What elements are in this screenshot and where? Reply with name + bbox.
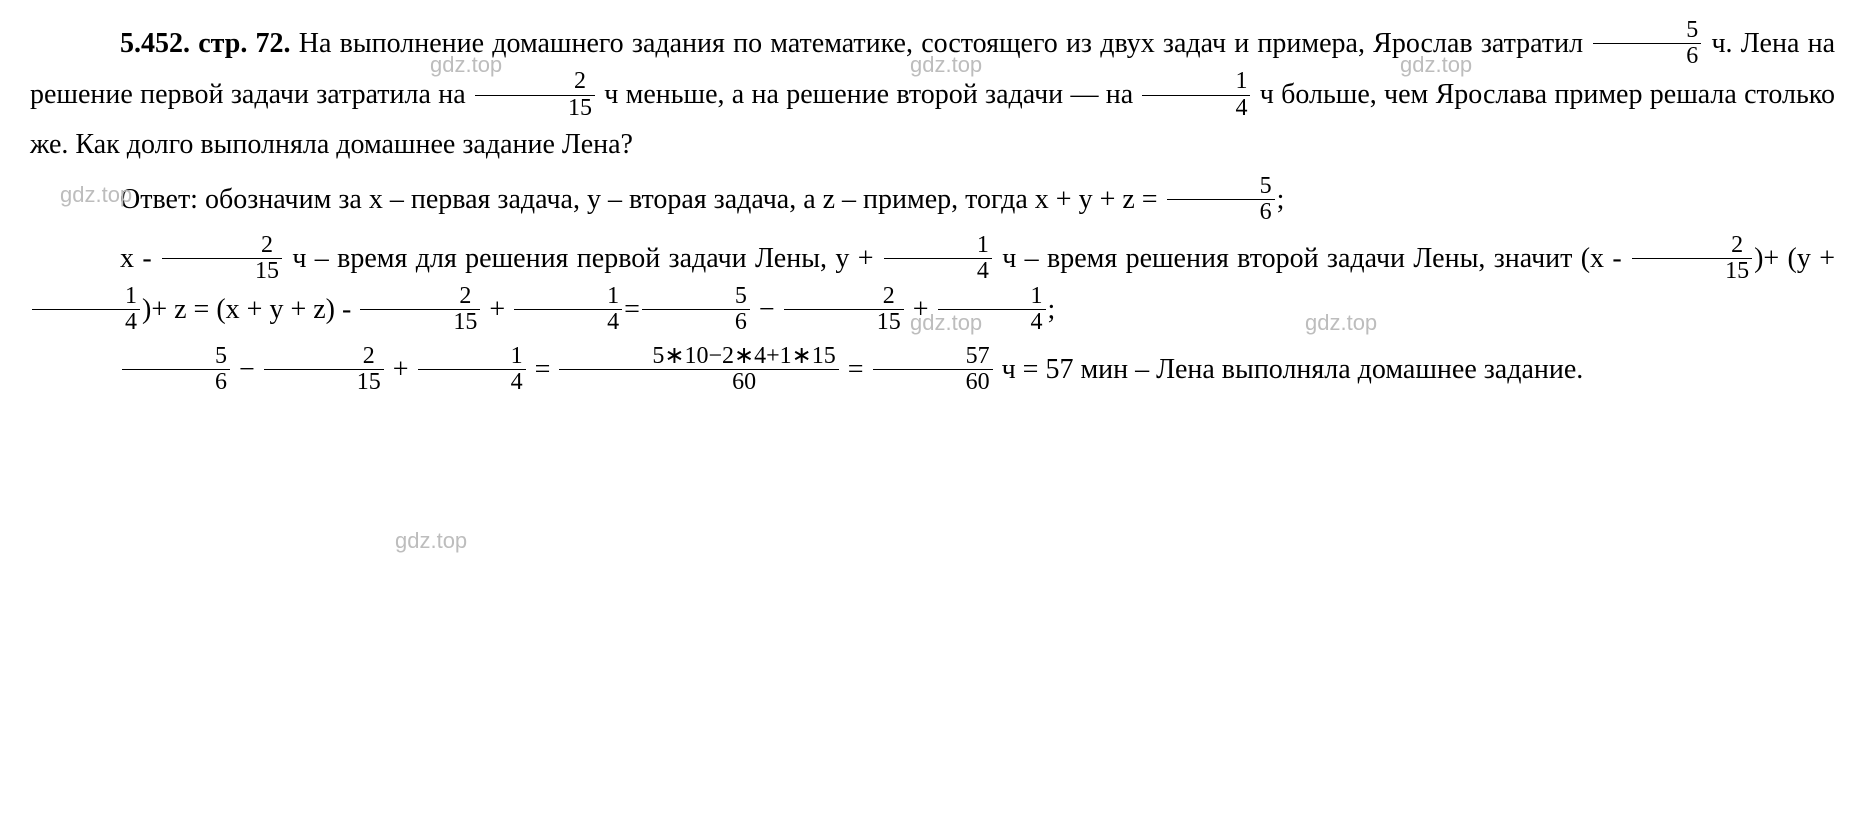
fraction: 14 <box>418 344 526 395</box>
fraction-numerator: 2 <box>360 284 480 309</box>
line2-mid3: )+ (y + <box>1754 243 1835 274</box>
fraction: 215 <box>162 233 282 284</box>
fraction-numerator: 2 <box>1632 233 1752 258</box>
line3-tail: ч = 57 мин – Лена выполняла домашнее зад… <box>1002 354 1584 385</box>
semicolon: ; <box>1277 184 1285 215</box>
problem-text-1: На выполнение домашнего задания по матем… <box>299 28 1592 59</box>
fraction-denominator: 4 <box>32 309 140 335</box>
fraction-5-6: 56 <box>1593 18 1701 69</box>
fraction-numerator: 1 <box>1142 69 1250 94</box>
op: = <box>841 354 871 385</box>
fraction-2-15: 215 <box>475 69 595 120</box>
fraction: 14 <box>514 284 622 335</box>
op: + <box>386 354 416 385</box>
fraction-numerator: 1 <box>884 233 992 258</box>
line2-end: ; <box>1048 294 1056 325</box>
fraction: 14 <box>938 284 1046 335</box>
fraction: 14 <box>884 233 992 284</box>
fraction: 215 <box>784 284 904 335</box>
fraction-numerator: 5 <box>1167 174 1275 199</box>
fraction-numerator: 5 <box>122 344 230 369</box>
line2-mid4: )+ z = (x + y + z) - <box>142 294 358 325</box>
line2-pre: x - <box>120 243 160 274</box>
op: = <box>528 354 558 385</box>
fraction-denominator: 6 <box>1167 199 1275 225</box>
fraction-numerator: 1 <box>938 284 1046 309</box>
line2-mid2: ч – время решения второй задачи Лены, зн… <box>994 243 1630 274</box>
fraction: 56 <box>122 344 230 395</box>
fraction: 5760 <box>873 344 993 395</box>
fraction-denominator: 4 <box>418 369 526 395</box>
fraction-numerator: 1 <box>32 284 140 309</box>
fraction-numerator: 5∗10−2∗4+1∗15 <box>559 344 838 369</box>
line2-mid6: − <box>752 294 782 325</box>
fraction-numerator: 1 <box>418 344 526 369</box>
fraction-denominator: 15 <box>784 309 904 335</box>
document-page: 5.452. стр. 72. На выполнение домашнего … <box>0 0 1865 425</box>
fraction-1-4: 14 <box>1142 69 1250 120</box>
fraction: 215 <box>264 344 384 395</box>
problem-number: 5.452. <box>120 28 190 59</box>
fraction-numerator: 2 <box>264 344 384 369</box>
fraction-numerator: 2 <box>475 69 595 94</box>
op: − <box>232 354 262 385</box>
big-fraction: 5∗10−2∗4+1∗1560 <box>559 344 838 395</box>
answer-paragraph-2: x - 215 ч – время для решения первой зад… <box>30 235 1835 338</box>
watermark: gdz.top <box>395 528 467 554</box>
line2-mid7: + <box>906 294 936 325</box>
problem-text-3: ч меньше, а на решение второй задачи — н… <box>597 79 1141 110</box>
line2-eq: = <box>624 294 640 325</box>
fraction-numerator: 2 <box>784 284 904 309</box>
line2-mid5: + <box>482 294 512 325</box>
fraction-numerator: 57 <box>873 344 993 369</box>
fraction-denominator: 15 <box>360 309 480 335</box>
fraction-denominator: 15 <box>162 258 282 284</box>
fraction-denominator: 15 <box>475 95 595 121</box>
fraction-denominator: 6 <box>642 309 750 335</box>
fraction-numerator: 5 <box>1593 18 1701 43</box>
fraction: 215 <box>1632 233 1752 284</box>
fraction-numerator: 5 <box>642 284 750 309</box>
answer-paragraph-1: Ответ: обозначим за x – первая задача, y… <box>30 176 1835 227</box>
fraction-denominator: 60 <box>873 369 993 395</box>
fraction: 14 <box>32 284 140 335</box>
fraction-denominator: 4 <box>938 309 1046 335</box>
answer-paragraph-3: 56 − 215 + 14 = 5∗10−2∗4+1∗1560 = 5760 ч… <box>30 346 1835 397</box>
fraction-denominator: 60 <box>559 369 838 395</box>
fraction: 56 <box>642 284 750 335</box>
fraction-denominator: 4 <box>514 309 622 335</box>
fraction-denominator: 4 <box>884 258 992 284</box>
answer-intro: Ответ: обозначим за x – первая задача, y… <box>120 184 1165 215</box>
page-label-word: стр. <box>198 28 247 59</box>
fraction: 215 <box>360 284 480 335</box>
line2-mid1: ч – время для решения первой задачи Лены… <box>284 243 882 274</box>
problem-paragraph: 5.452. стр. 72. На выполнение домашнего … <box>30 20 1835 168</box>
fraction-denominator: 6 <box>122 369 230 395</box>
fraction-denominator: 4 <box>1142 95 1250 121</box>
fraction-denominator: 15 <box>1632 258 1752 284</box>
fraction-denominator: 15 <box>264 369 384 395</box>
fraction-5-6-b: 56 <box>1167 174 1275 225</box>
fraction-numerator: 2 <box>162 233 282 258</box>
fraction-denominator: 6 <box>1593 43 1701 69</box>
fraction-numerator: 1 <box>514 284 622 309</box>
page-label-num: 72. <box>256 28 291 59</box>
